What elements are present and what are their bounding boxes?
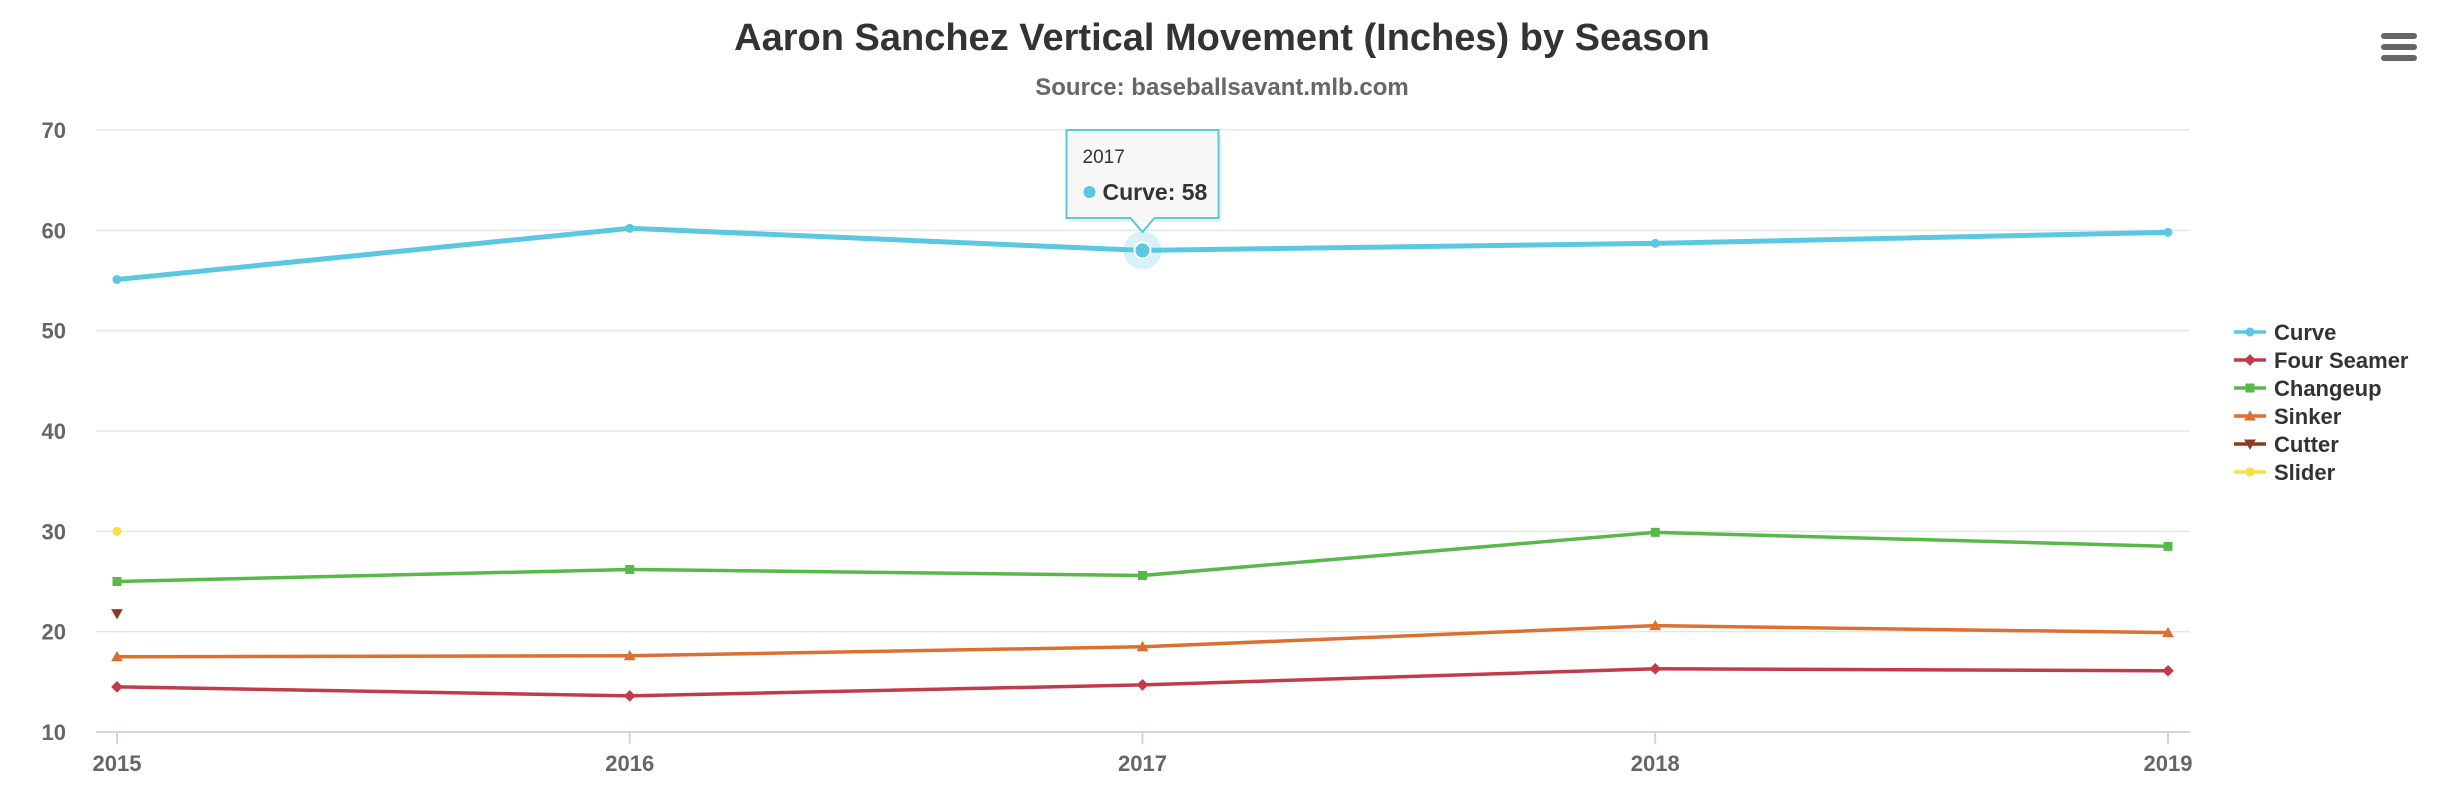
data-point-curve xyxy=(625,223,635,233)
series-slider xyxy=(112,526,122,536)
tooltip: 2017 Curve: 58 xyxy=(1065,129,1222,270)
tooltip-box xyxy=(1065,129,1220,234)
data-point-changeup xyxy=(112,577,122,586)
data-point-four-seamer xyxy=(2162,664,2174,677)
legend-item-sinker[interactable]: Sinker xyxy=(2234,404,2342,429)
axes: 10 20 30 40 50 60 70 2015 2016 2017 2018 2019 xyxy=(42,118,2193,776)
data-point-sinker xyxy=(623,649,636,661)
legend-label: Sinker xyxy=(2274,404,2342,429)
data-point-changeup xyxy=(625,564,635,574)
data-point-four-seamer xyxy=(1649,662,1662,675)
y-tick-label: 20 xyxy=(42,620,66,645)
y-tick-label: 30 xyxy=(42,519,66,544)
data-point-changeup xyxy=(2163,541,2173,551)
data-point-sinker xyxy=(111,650,123,662)
legend-item-slider[interactable]: Slider xyxy=(2234,460,2336,485)
hamburger-menu-icon[interactable] xyxy=(2378,28,2422,66)
data-point-changeup xyxy=(1650,527,1660,537)
legend-item-cutter[interactable]: Cutter xyxy=(2234,432,2339,457)
data-point-sinker xyxy=(1649,619,1662,631)
data-point-cutter xyxy=(111,609,123,620)
y-tick-label: 50 xyxy=(42,319,66,344)
data-point-four-seamer xyxy=(111,681,123,693)
tooltip-value: Curve: 58 xyxy=(1103,179,1208,205)
y-tick-label: 40 xyxy=(42,419,66,444)
legend-label: Curve xyxy=(2274,320,2336,345)
series-lines xyxy=(111,223,2174,702)
legend-label: Cutter xyxy=(2274,432,2339,457)
series-cutter xyxy=(111,609,123,620)
series-four-seamer xyxy=(111,662,2174,702)
data-point-curve xyxy=(112,274,122,284)
tooltip-x-label: 2017 xyxy=(1083,147,1125,168)
legend-marker xyxy=(2245,383,2255,393)
hover-point xyxy=(1133,241,1152,260)
data-point-changeup xyxy=(1138,570,1147,580)
series-sinker xyxy=(111,619,2174,662)
data-point-four-seamer xyxy=(1136,678,1149,691)
data-point-sinker xyxy=(1136,640,1149,652)
x-tick-label: 2015 xyxy=(93,751,142,776)
data-point-four-seamer xyxy=(623,690,636,702)
data-point-slider xyxy=(112,526,122,536)
legend-item-four-seamer[interactable]: Four Seamer xyxy=(2234,348,2409,373)
x-tick-label: 2019 xyxy=(2144,751,2193,776)
y-tick-label: 70 xyxy=(42,118,66,143)
legend-item-curve[interactable]: Curve xyxy=(2234,320,2336,345)
legend-label: Changeup xyxy=(2274,376,2382,401)
chart-subtitle: Source: baseballsavant.mlb.com xyxy=(1035,74,1408,101)
x-tick-label: 2018 xyxy=(1631,751,1680,776)
tooltip-series-dot xyxy=(1083,186,1096,198)
series-changeup xyxy=(112,527,2173,586)
legend-marker xyxy=(2244,354,2256,366)
legend-label: Slider xyxy=(2274,460,2336,485)
legend-marker xyxy=(2244,439,2256,450)
legend-marker xyxy=(2244,410,2256,421)
legend: Curve Four Seamer Changeup Sinker Cutter Slid… xyxy=(2234,320,2409,485)
data-point-sinker xyxy=(2162,626,2174,638)
legend-item-changeup[interactable]: Changeup xyxy=(2234,376,2382,401)
x-tick-label: 2017 xyxy=(1118,751,1167,776)
y-tick-label: 60 xyxy=(42,218,66,243)
data-point-curve xyxy=(1650,238,1660,248)
legend-label: Four Seamer xyxy=(2274,348,2409,373)
chart-title: Aaron Sanchez Vertical Movement (Inches)… xyxy=(734,17,1710,59)
legend-marker xyxy=(2245,467,2255,477)
x-tick-label: 2016 xyxy=(605,751,654,776)
legend-marker xyxy=(2245,327,2255,337)
data-point-curve xyxy=(2163,227,2173,237)
y-tick-label: 10 xyxy=(42,720,66,745)
